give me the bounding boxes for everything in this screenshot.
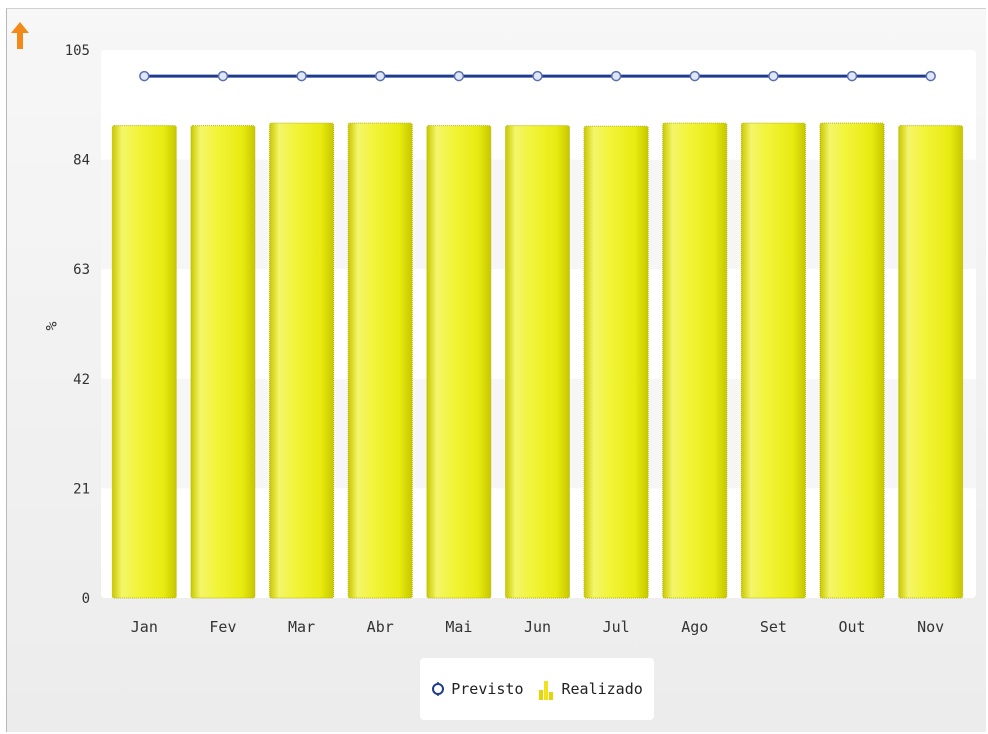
x-tick-label: Out	[838, 618, 865, 636]
y-tick-label: 21	[73, 481, 90, 497]
point-previsto-out[interactable]	[846, 70, 858, 82]
legend-label-realizado: Realizado	[561, 680, 643, 698]
y-tick-label: 105	[65, 43, 90, 59]
x-tick-label: Mar	[288, 618, 315, 636]
x-tick-label: Set	[760, 618, 787, 636]
y-tick-label: 63	[73, 262, 90, 278]
y-axis: 0 21 42 63 84 105	[65, 43, 90, 607]
y-tick-label: 42	[73, 372, 90, 388]
bar-jun[interactable]	[505, 125, 570, 599]
bar-jan[interactable]	[111, 125, 177, 599]
x-tick-label: Abr	[367, 618, 394, 636]
line-series-previsto	[139, 70, 936, 82]
x-tick-label: Nov	[917, 618, 944, 636]
legend-item-realizado[interactable]: Realizado	[537, 678, 643, 700]
legend-item-previsto[interactable]: Previsto	[431, 680, 523, 698]
bar-chart-icon	[539, 681, 554, 700]
bar-jul[interactable]	[583, 125, 649, 599]
x-tick-label: Jun	[524, 618, 551, 636]
bar-nov[interactable]	[898, 125, 964, 599]
y-axis-label: %	[42, 321, 60, 330]
x-tick-label: Mai	[445, 618, 472, 636]
bar-set[interactable]	[740, 122, 806, 599]
x-axis: Jan Fev Mar Abr Mai Jun Jul Ago Set Out Nov	[131, 618, 944, 636]
bar-mai[interactable]	[426, 125, 492, 599]
point-previsto-mai[interactable]	[453, 70, 465, 82]
point-previsto-fev[interactable]	[217, 70, 229, 82]
point-previsto-mar[interactable]	[296, 70, 307, 82]
bar-mar[interactable]	[269, 122, 335, 599]
bar-abr[interactable]	[347, 122, 413, 599]
x-tick-label: Ago	[681, 618, 708, 636]
y-tick-label: 84	[73, 153, 90, 169]
bar-fev[interactable]	[190, 125, 256, 599]
point-previsto-abr[interactable]	[374, 70, 386, 82]
legend: Previsto Realizado	[420, 658, 654, 720]
point-previsto-jun[interactable]	[532, 70, 543, 82]
point-previsto-ago[interactable]	[689, 70, 701, 82]
bar-series-realizado	[111, 122, 964, 599]
x-tick-label: Jan	[131, 618, 158, 636]
line-marker-icon	[432, 682, 445, 696]
x-tick-label: Fev	[209, 618, 236, 636]
up-arrow-icon[interactable]	[10, 22, 30, 50]
x-tick-label: Jul	[603, 618, 630, 636]
y-tick-label: 0	[82, 591, 90, 607]
point-previsto-jan[interactable]	[139, 70, 150, 82]
bar-out[interactable]	[819, 122, 885, 599]
point-previsto-nov[interactable]	[925, 70, 936, 82]
point-previsto-set[interactable]	[768, 70, 779, 82]
point-previsto-jul[interactable]	[610, 70, 622, 82]
bar-ago[interactable]	[662, 122, 728, 599]
legend-label-previsto: Previsto	[451, 680, 524, 698]
